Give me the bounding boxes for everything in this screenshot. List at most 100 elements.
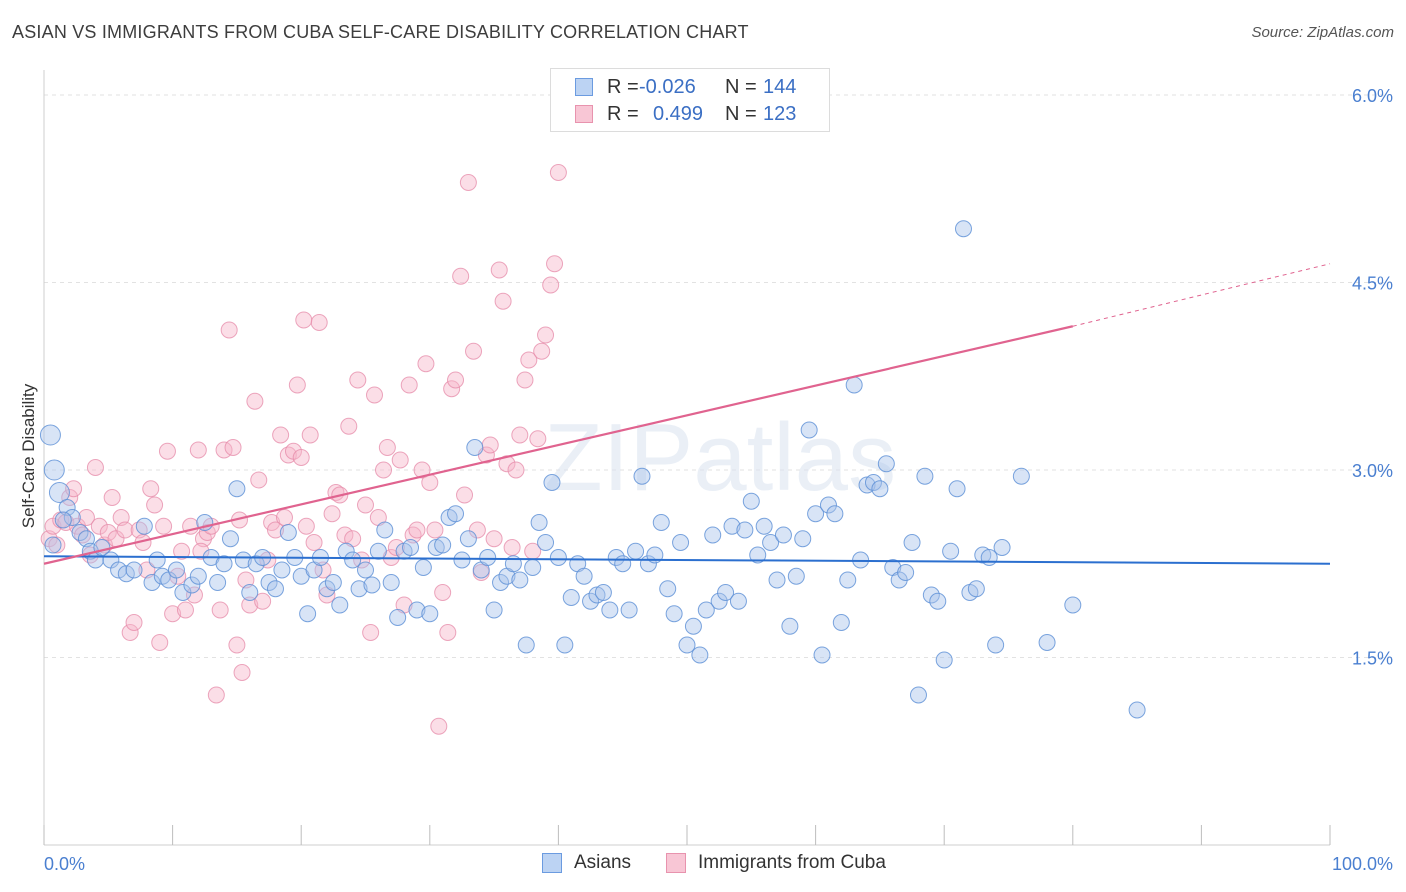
asian-point [369, 542, 387, 560]
asian-point [241, 584, 259, 601]
cuba-point [220, 321, 238, 339]
asian-point [819, 496, 837, 514]
cuba-point [297, 517, 315, 535]
cuba-point [241, 596, 259, 614]
asian-point [1038, 634, 1056, 651]
asian-point [800, 421, 818, 439]
cuba-point [485, 530, 503, 548]
cuba-point [169, 567, 187, 585]
asian-point [459, 530, 477, 548]
legend-row-cuba: R = 0.499 N = 123 [575, 101, 796, 127]
cuba-point [511, 426, 529, 444]
cuba-point [266, 521, 284, 539]
asian-point [954, 220, 972, 238]
asian-point [864, 474, 882, 491]
asian-point [922, 586, 940, 604]
cuba-point [86, 459, 104, 476]
asian-point [221, 530, 239, 548]
x-tick-label: 100.0% [1332, 854, 1393, 874]
cuba-point [146, 496, 164, 514]
asian-point [845, 376, 863, 394]
cuba-point [362, 624, 380, 641]
cuba-point [549, 164, 567, 181]
asian-point [736, 521, 754, 539]
asian-point [479, 549, 497, 566]
cuba-point [189, 441, 207, 459]
cuba-point [366, 386, 384, 404]
asian-point [511, 571, 529, 589]
asian-point [54, 511, 72, 529]
legend-n-value: 123 [763, 102, 797, 125]
cuba-point [228, 636, 246, 654]
cuba-point [452, 267, 470, 285]
asian-point [350, 580, 368, 598]
cuba-point [546, 255, 564, 273]
cuba-point [48, 536, 66, 554]
asian-point [337, 542, 355, 560]
cuba-point [340, 417, 358, 435]
asian-point [607, 549, 625, 566]
asian-point [704, 526, 722, 544]
chart-title: ASIAN VS IMMIGRANTS FROM CUBA SELF-CARE … [12, 22, 749, 42]
cuba-point [430, 717, 448, 735]
cuba-point [481, 436, 499, 454]
cuba-point [233, 664, 251, 681]
cuba-point [507, 461, 525, 479]
cuba-point [103, 489, 121, 506]
asian-point [183, 576, 201, 594]
cuba-point [125, 614, 143, 631]
cuba-point [456, 486, 474, 504]
cuba-point [503, 539, 521, 556]
asian-trendline [43, 555, 1331, 565]
asian-point [967, 580, 985, 598]
cuba-point [439, 624, 457, 641]
legend-r-label: R = [607, 102, 639, 125]
source-note: Source: ZipAtlas.com [1251, 24, 1394, 41]
asian-point [389, 609, 407, 626]
cuba-point [176, 601, 194, 619]
gridlines [44, 94, 1392, 658]
asian-point [697, 601, 715, 619]
cuba-point [272, 426, 290, 444]
legend-n-label: N = [725, 75, 757, 98]
asian-point [839, 571, 857, 589]
cuba-point [288, 376, 306, 394]
asian-point [530, 514, 548, 531]
asian-point [684, 617, 702, 635]
cuba-point [310, 314, 328, 331]
asian-point [909, 686, 927, 704]
cuba-point [357, 496, 374, 514]
asian-point [402, 539, 420, 556]
asian-point [77, 530, 95, 548]
asian-point [117, 565, 135, 583]
asian-point [543, 474, 561, 491]
series-legend: Asians Immigrants from Cuba [0, 852, 1406, 878]
asian-point [807, 505, 825, 523]
cuba-point [173, 542, 191, 560]
asian-point [691, 646, 709, 664]
asian-point [273, 561, 291, 579]
cuba-swatch [575, 105, 593, 123]
cuba-point [542, 276, 560, 294]
watermark: ZIPatlas [544, 404, 896, 511]
stats-legend: R = -0.026 N = 144 R = 0.499 N = 123 [550, 68, 830, 132]
cuba-point [533, 342, 551, 360]
cuba-point [459, 174, 477, 191]
asian-point [266, 580, 284, 598]
legend-label-cuba: Immigrants from Cuba [698, 852, 886, 873]
cuba-point [529, 430, 547, 448]
asian-point [228, 480, 246, 498]
asian-point [562, 589, 580, 606]
asian-point [39, 424, 61, 446]
cuba-point [494, 292, 512, 310]
asian-point [614, 555, 632, 573]
asian-point [633, 467, 651, 485]
cuba-point [121, 624, 139, 641]
cuba-point [490, 261, 508, 279]
asian-point [787, 567, 805, 585]
cuba-point [254, 592, 272, 610]
asian-point [620, 601, 638, 619]
asian-legend-swatch [542, 853, 562, 873]
cuba-legend-swatch [666, 853, 686, 873]
cuba-series [40, 164, 567, 735]
